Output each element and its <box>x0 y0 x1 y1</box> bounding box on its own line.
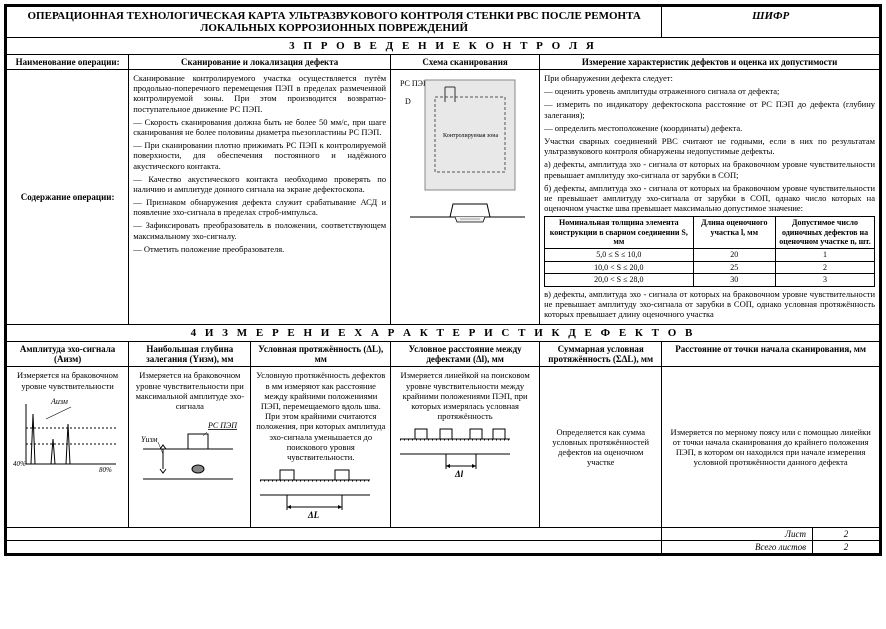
operation-name-label: Наименование операции: <box>7 55 129 70</box>
s4-col4: Условное расстояние между дефектами (Δl)… <box>391 342 540 367</box>
svg-text:Yизм: Yизм <box>141 435 157 444</box>
scheme-zone-label: Контролируемая зона <box>443 133 498 139</box>
sheet-value: 2 <box>813 528 880 541</box>
svg-text:Aизм: Aизм <box>50 397 68 406</box>
section4-header: 4 И З М Е Р Е Н И Е Х А Р А К Т Е Р И С … <box>7 325 880 342</box>
s4-startdist-cell: Измеряется по мерному поясу или с помощь… <box>662 367 880 528</box>
svg-text:ΔL: ΔL <box>307 510 320 520</box>
amplitude-diagram: Aизм 40% 80% <box>11 394 121 474</box>
s4-col5: Суммарная условная протяжённость (ΣΔL), … <box>540 342 662 367</box>
svg-text:40%: 40% <box>13 460 26 468</box>
s4-col2: Наибольшая глубина залегания (Yизм), мм <box>129 342 251 367</box>
s4-amplitude-cell: Измеряется на браковочном уровне чувстви… <box>7 367 129 528</box>
total-sheets-label: Всего листов <box>662 541 813 554</box>
tolerance-table: Номинальная толщина элемента конструкции… <box>544 216 875 287</box>
s4-col1: Амплитуда эхо-сигнала (Aизм) <box>7 342 129 367</box>
doc-title: ОПЕРАЦИОННАЯ ТЕХНОЛОГИЧЕСКАЯ КАРТА УЛЬТР… <box>7 7 662 38</box>
eval-col-hdr: Измерение характеристик дефектов и оценк… <box>540 55 880 70</box>
doc-code: ШИФР <box>662 7 880 38</box>
main-document-table: ОПЕРАЦИОННАЯ ТЕХНОЛОГИЧЕСКАЯ КАРТА УЛЬТР… <box>6 6 880 554</box>
length-diagram: ΔL <box>255 465 375 525</box>
svg-text:80%: 80% <box>99 466 112 474</box>
s4-col6: Расстояние от точки начала сканирования,… <box>662 342 880 367</box>
scan-scheme-diagram: РС ПЭП D Контролируемая зона <box>391 70 540 325</box>
scan-content: Сканирование контролируемого участка осу… <box>129 70 391 325</box>
scheme-col-hdr: Схема сканирования <box>391 55 540 70</box>
table-row: 5,0 ≤ S ≤ 10,0201 <box>545 249 875 262</box>
svg-text:Δl: Δl <box>454 469 464 479</box>
s4-distance-cell: Измеряется линейкой на поисковом уровне … <box>391 367 540 528</box>
distance-diagram: Δl <box>395 424 515 484</box>
eval-content: При обнаружении дефекта следует: — оцени… <box>540 70 880 325</box>
scheme-d-label: D <box>405 97 411 106</box>
svg-text:РС ПЭП: РС ПЭП <box>207 421 238 430</box>
scan-col-hdr: Сканирование и локализация дефекта <box>129 55 391 70</box>
total-sheets-value: 2 <box>813 541 880 554</box>
table-row: 20,0 < S ≤ 28,0303 <box>545 274 875 287</box>
depth-diagram: РС ПЭП Yизм <box>133 414 243 494</box>
s4-length-cell: Условную протяжённость дефектов в мм изм… <box>251 367 391 528</box>
operation-content-label: Содержание операции: <box>7 70 129 325</box>
s4-col3: Условная протяжённость (ΔL), мм <box>251 342 391 367</box>
s4-sum-cell: Определяется как сумма условных протяжён… <box>540 367 662 528</box>
s4-depth-cell: Измеряется на браковочном уровне чувстви… <box>129 367 251 528</box>
section3-header: 3 П Р О В Е Д Е Н И Е К О Н Т Р О Л Я <box>7 38 880 55</box>
table-row: 10,0 < S ≤ 20,0252 <box>545 261 875 274</box>
sheet-label: Лист <box>662 528 813 541</box>
